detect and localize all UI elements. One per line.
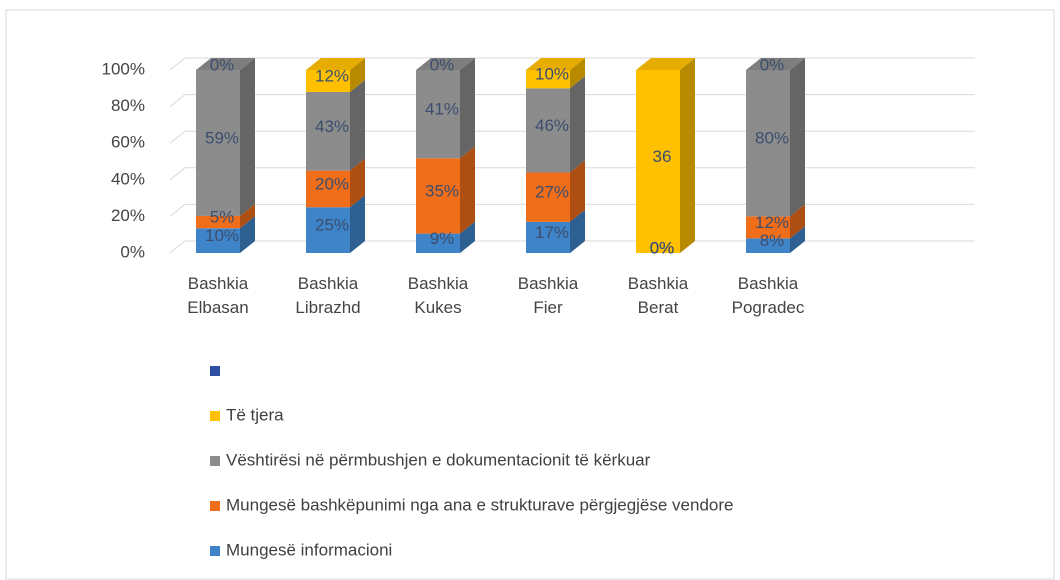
data-label: 46% bbox=[535, 116, 569, 135]
data-label: 0% bbox=[650, 238, 675, 257]
bar-side bbox=[790, 226, 805, 253]
data-label: 20% bbox=[315, 174, 349, 193]
bar-side bbox=[570, 76, 585, 173]
data-label: 5% bbox=[210, 208, 235, 227]
legend-swatch bbox=[210, 501, 220, 511]
legend-label: Mungesë bashkëpunimi nga ana e struktura… bbox=[226, 495, 734, 514]
bar-segment bbox=[306, 207, 350, 253]
x-tick-label: Bashkia Pogradec bbox=[731, 274, 805, 317]
bar-side bbox=[570, 58, 585, 89]
data-label: 0% bbox=[760, 55, 785, 74]
data-label: 41% bbox=[425, 100, 459, 119]
y-tick-label: 20% bbox=[111, 206, 145, 225]
bar-side bbox=[460, 221, 475, 253]
bar-segment bbox=[746, 216, 790, 239]
bar-side bbox=[570, 209, 585, 253]
bar-segment bbox=[306, 170, 350, 208]
data-label: 27% bbox=[535, 183, 569, 202]
bar-segment bbox=[416, 233, 460, 253]
data-label: 36 bbox=[653, 147, 672, 166]
grid-line bbox=[169, 203, 975, 217]
bar-segment bbox=[526, 70, 570, 89]
bar-side bbox=[350, 79, 365, 171]
data-label: 43% bbox=[315, 117, 349, 136]
legend-swatch bbox=[210, 546, 220, 556]
data-label: 12% bbox=[315, 66, 349, 85]
bar-segment bbox=[196, 215, 240, 229]
bar-segment bbox=[416, 158, 460, 234]
legend-swatch bbox=[210, 456, 220, 466]
grid-line bbox=[169, 130, 975, 144]
data-label: 9% bbox=[430, 229, 455, 248]
bar-segment bbox=[416, 70, 460, 159]
grid-line bbox=[169, 167, 975, 181]
data-label: 59% bbox=[205, 128, 239, 147]
data-label: 80% bbox=[755, 129, 789, 148]
y-tick-label: 0% bbox=[120, 242, 145, 261]
bar-segment bbox=[746, 70, 790, 217]
bar-side bbox=[460, 58, 475, 159]
data-label: 10% bbox=[205, 226, 239, 245]
bar-segment bbox=[196, 228, 240, 253]
bar-side bbox=[350, 195, 365, 253]
bar-side bbox=[350, 158, 365, 208]
grid-line bbox=[169, 94, 975, 107]
bar-side bbox=[790, 204, 805, 239]
data-label: 12% bbox=[755, 213, 789, 232]
data-label: 0% bbox=[210, 55, 235, 74]
bar-side bbox=[570, 160, 585, 222]
legend-label: Të tjera bbox=[226, 405, 284, 424]
bar-segment bbox=[526, 88, 570, 173]
bar-segment bbox=[306, 91, 350, 171]
legend-label: Vështirësi në përmbushjen e dokumentacio… bbox=[226, 450, 651, 469]
grid-line bbox=[169, 57, 975, 71]
y-tick-label: 40% bbox=[111, 169, 145, 188]
data-label: 17% bbox=[535, 223, 569, 242]
bar-top bbox=[526, 58, 585, 70]
y-tick-label: 100% bbox=[102, 59, 145, 78]
data-label: 0% bbox=[650, 238, 675, 257]
bar-segment bbox=[526, 172, 570, 222]
bar-top bbox=[306, 58, 365, 70]
bar-segment bbox=[526, 221, 570, 253]
bar-segment bbox=[196, 70, 240, 216]
legend-swatch bbox=[210, 366, 220, 376]
bar-segment bbox=[746, 238, 790, 253]
bar-side bbox=[680, 58, 695, 253]
data-label: 0% bbox=[430, 55, 455, 74]
grid-line bbox=[169, 240, 975, 254]
bar-top bbox=[196, 58, 255, 70]
x-tick-label: Bashkia Berat bbox=[627, 274, 689, 317]
bar-top bbox=[746, 58, 805, 70]
legend-label: Mungesë informacioni bbox=[226, 540, 392, 559]
y-tick-label: 60% bbox=[111, 133, 145, 152]
bar-side bbox=[350, 58, 365, 92]
legend-swatch bbox=[210, 411, 220, 421]
bar-side bbox=[240, 216, 255, 253]
x-tick-label: Bashkia Fier bbox=[517, 274, 579, 317]
data-label: 8% bbox=[760, 231, 785, 250]
bar-side bbox=[460, 146, 475, 234]
y-tick-label: 80% bbox=[111, 96, 145, 115]
bar-top bbox=[636, 58, 695, 70]
bar-side bbox=[240, 58, 255, 216]
bar-side bbox=[240, 203, 255, 229]
data-label: 25% bbox=[315, 216, 349, 235]
x-tick-label: Bashkia Librazhd bbox=[295, 274, 361, 317]
data-label: 35% bbox=[425, 181, 459, 200]
bar-side bbox=[790, 58, 805, 217]
x-tick-label: Bashkia Kukes bbox=[407, 274, 469, 317]
bar-top bbox=[416, 58, 475, 70]
bar-segment bbox=[636, 70, 680, 253]
data-label: 10% bbox=[535, 65, 569, 84]
bar-segment bbox=[306, 70, 350, 92]
data-label: 0% bbox=[650, 238, 675, 257]
x-tick-label: Bashkia Elbasan bbox=[187, 274, 249, 317]
